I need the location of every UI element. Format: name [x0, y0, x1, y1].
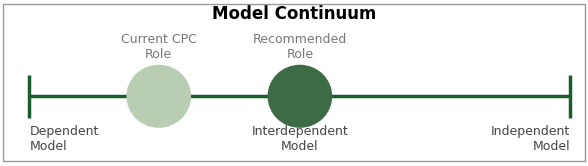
- Text: Interdependent
Model: Interdependent Model: [252, 124, 348, 153]
- Ellipse shape: [268, 65, 332, 128]
- Text: Current CPC
Role: Current CPC Role: [121, 33, 197, 61]
- Text: Recommended
Role: Recommended Role: [253, 33, 347, 61]
- Ellipse shape: [126, 65, 191, 128]
- Text: Model Continuum: Model Continuum: [212, 5, 376, 23]
- Text: Dependent
Model: Dependent Model: [29, 124, 99, 153]
- Text: Independent
Model: Independent Model: [491, 124, 570, 153]
